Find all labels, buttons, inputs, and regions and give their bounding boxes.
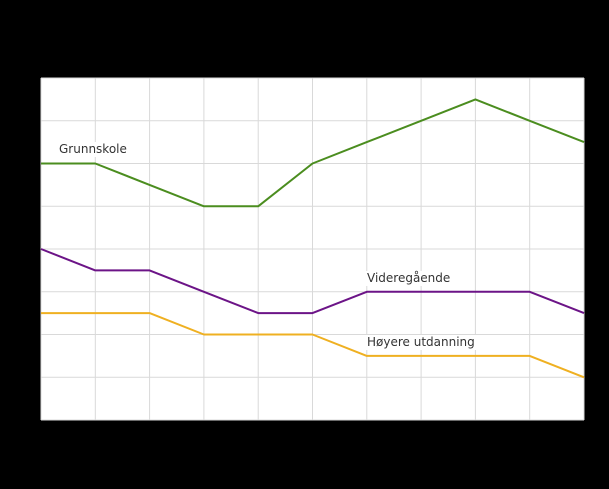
label-videregaende: Videregående (365, 271, 453, 286)
label-grunnskole: Grunnskole (57, 142, 129, 157)
series-lines (40, 98, 585, 379)
series-line (41, 312, 585, 379)
series-line (41, 98, 585, 208)
label-hoyere-utdanning: Høyere utdanning (365, 335, 477, 350)
series-line (40, 248, 585, 315)
